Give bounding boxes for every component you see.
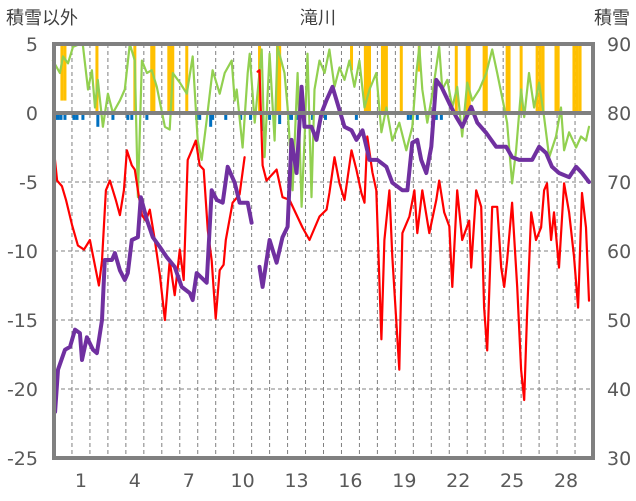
x-tick-label: 28 (554, 470, 578, 492)
blue-bar (209, 113, 213, 127)
x-tick-label: 10 (231, 470, 255, 492)
precipitation-bar (519, 44, 523, 113)
blue-bar (415, 113, 419, 120)
precipitation-bar (556, 44, 560, 113)
blue-bar (72, 113, 76, 120)
x-tick-label: 4 (129, 470, 141, 492)
blue-bar (63, 113, 67, 120)
precipitation-bar (60, 44, 64, 101)
chart-title: 滝川 (300, 8, 336, 29)
right-tick-label: 30 (607, 448, 631, 470)
plot-frame (52, 42, 595, 460)
series-green-line (51, 42, 591, 208)
right-tick-label: 40 (607, 379, 631, 401)
precipitation-bar (572, 44, 576, 113)
blue-bar (56, 113, 60, 120)
blue-bar (130, 113, 134, 120)
precipitation-bar (365, 44, 369, 113)
left-tick-label: -10 (7, 241, 38, 263)
precipitation-bar (541, 44, 545, 113)
precipitation-bar (465, 44, 469, 113)
x-tick-label: 22 (446, 470, 470, 492)
blue-bar (145, 113, 149, 120)
series-red-line (52, 69, 591, 402)
precipitation-bar (399, 44, 403, 113)
x-tick-label: 16 (338, 470, 362, 492)
x-tick-label: 19 (392, 470, 416, 492)
blue-bar (59, 113, 63, 120)
precipitation-bar (507, 44, 511, 113)
blue-bar (406, 113, 410, 120)
precipitation-bar (63, 44, 67, 101)
precipitation-bar (382, 44, 386, 113)
right-tick-label: 90 (607, 34, 631, 56)
blue-bar (224, 113, 228, 120)
left-tick-label: -25 (7, 448, 38, 470)
precipitation-bar (484, 44, 488, 113)
precipitation-bar (578, 44, 582, 113)
precipitation-bar (95, 44, 99, 113)
precipitation-bar (467, 44, 471, 113)
blue-bar (198, 113, 202, 120)
precipitation-bar (350, 44, 354, 71)
blue-bar (434, 113, 438, 120)
blue-bar (409, 113, 413, 120)
precipitation-bar (384, 44, 388, 113)
blue-bar (323, 113, 327, 120)
left-axis-title: 積雪以外 (6, 8, 78, 29)
blue-bar (354, 113, 358, 120)
left-tick-label: -5 (19, 172, 38, 194)
precipitation-bar (454, 44, 458, 113)
blue-bar (96, 113, 100, 127)
plot-border (52, 42, 595, 460)
blue-bar (211, 113, 215, 120)
blue-bar (111, 113, 115, 120)
gridlines (54, 44, 593, 458)
blue-bar (75, 113, 79, 120)
precipitation-bar (167, 44, 171, 113)
precipitation-bar (150, 44, 154, 113)
precipitation-bar (169, 44, 173, 113)
right-tick-label: 80 (607, 103, 631, 125)
blue-bar (296, 113, 300, 120)
left-tick-label: 0 (26, 103, 38, 125)
right-axis-title: 積雪 (594, 8, 630, 29)
blue-bar (290, 113, 294, 120)
x-tick-label: 7 (183, 470, 195, 492)
series-purple-line (53, 77, 591, 414)
x-tick-label: 25 (500, 470, 524, 492)
precipitation-bar (538, 44, 542, 113)
precipitation-bar (554, 44, 558, 113)
right-tick-label: 70 (607, 172, 631, 194)
precipitation-bar (575, 44, 579, 113)
precipitation-bar (278, 44, 282, 113)
blue-bar (81, 113, 85, 120)
blue-bar (249, 113, 253, 120)
blue-bar (278, 113, 282, 125)
precipitation-bar (363, 44, 367, 113)
right-tick-label: 60 (607, 241, 631, 263)
right-tick-label: 50 (607, 310, 631, 332)
precipitation-bar (380, 44, 384, 113)
precipitation-bar (505, 44, 509, 113)
blue-bar (439, 113, 443, 120)
series-lines (51, 42, 591, 414)
x-tick-label: 1 (75, 470, 87, 492)
precipitation-bar (535, 44, 539, 113)
precipitation-bar (185, 44, 189, 113)
precipitation-bar (367, 44, 371, 113)
x-tick-label: 13 (284, 470, 308, 492)
left-tick-label: -20 (7, 379, 38, 401)
blue-bar (268, 113, 272, 120)
blue-bar (311, 113, 315, 120)
blue-bar (239, 113, 243, 120)
left-tick-label: -15 (7, 310, 38, 332)
blue-bar (126, 113, 130, 120)
left-tick-label: 5 (26, 34, 38, 56)
